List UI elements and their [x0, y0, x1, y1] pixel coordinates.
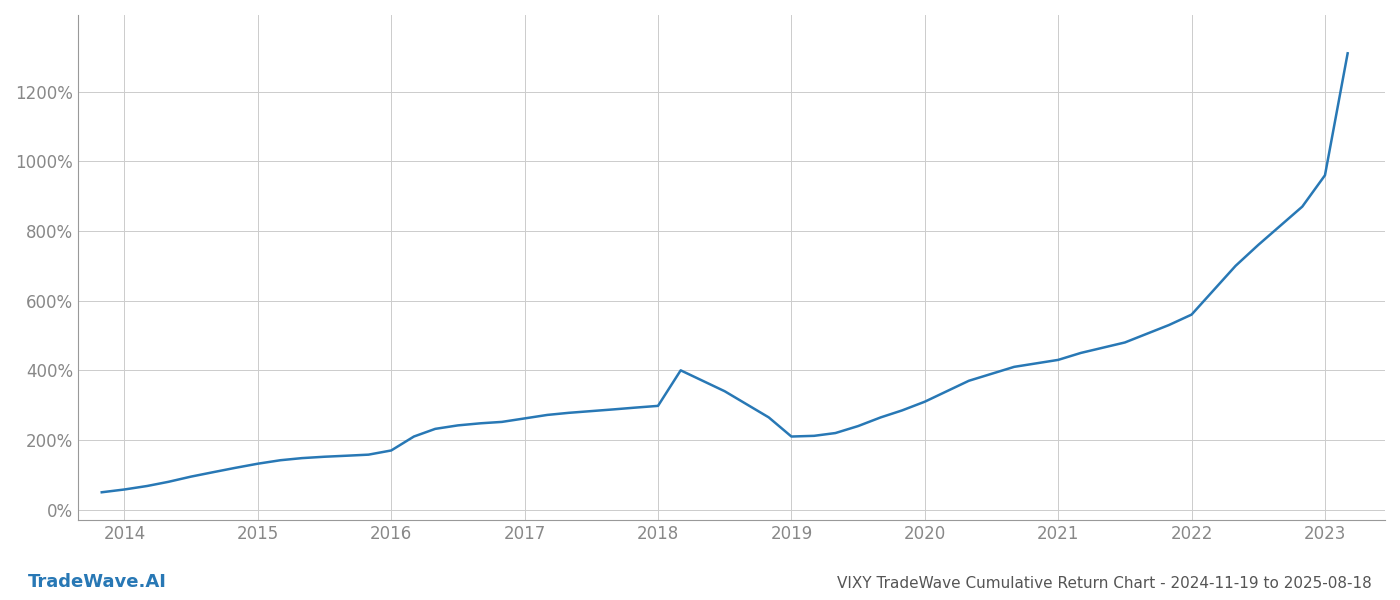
Text: TradeWave.AI: TradeWave.AI	[28, 573, 167, 591]
Text: VIXY TradeWave Cumulative Return Chart - 2024-11-19 to 2025-08-18: VIXY TradeWave Cumulative Return Chart -…	[837, 576, 1372, 591]
